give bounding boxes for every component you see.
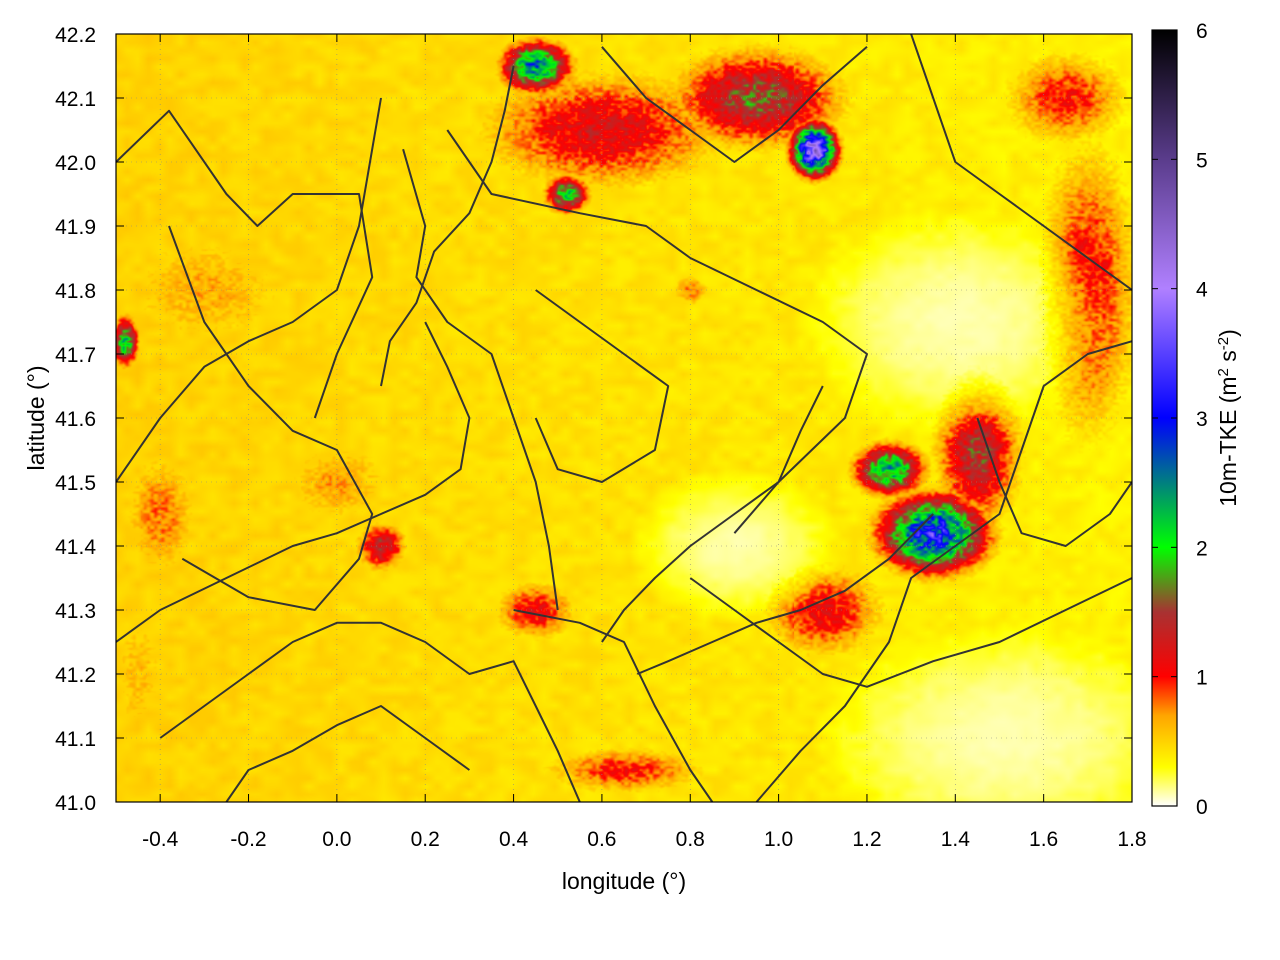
contour-line: [601, 46, 868, 163]
contour-line: [755, 340, 1132, 802]
y-tick-label: 41.2: [55, 664, 96, 687]
x-tick-label: 1.0: [764, 828, 793, 851]
colorbar-tick-label: 1: [1196, 667, 1208, 690]
x-tick-label: 1.8: [1117, 828, 1146, 851]
x-tick-label: 1.2: [852, 828, 881, 851]
contour-line: [976, 417, 1132, 547]
colorbar-label-part: ): [1215, 329, 1241, 337]
y-tick-label: 41.7: [55, 344, 96, 367]
colorbar-tick-label: 6: [1196, 20, 1208, 43]
axis-ticks: [116, 33, 1133, 803]
heatmap-field: [116, 34, 1132, 802]
x-tick-label: 0.4: [499, 828, 529, 851]
colorbar-label-part: 10m-TKE (m: [1215, 376, 1241, 506]
contour-line: [689, 577, 1132, 688]
y-tick-label: 41.4: [55, 536, 96, 559]
y-tick-label: 41.8: [55, 280, 96, 303]
colorbar-tick-label: 2: [1196, 537, 1208, 560]
contour-line: [534, 289, 670, 483]
x-axis-label: longitude (°): [562, 868, 686, 894]
colorbar-tick-label: 0: [1196, 796, 1208, 819]
x-tick-labels: -0.4 -0.2 0.0 0.2 0.4 0.6 0.8 1.0 1.2 1.4 1.6 1.8: [142, 828, 1147, 851]
x-tick-label: 0.8: [676, 828, 705, 851]
contour-line: [116, 97, 382, 483]
y-axis-label: latitude (°): [23, 365, 49, 470]
contour-line: [601, 385, 824, 643]
contour-line: [446, 129, 868, 534]
contour-line: [402, 148, 559, 611]
y-tick-label: 41.0: [55, 792, 96, 815]
x-tick-label: 1.6: [1029, 828, 1058, 851]
y-tick-label: 41.1: [55, 728, 96, 751]
x-tick-label: -0.4: [142, 828, 179, 851]
y-tick-label: 42.2: [55, 24, 96, 47]
x-tick-label: -0.2: [230, 828, 266, 851]
colorbar-tick-label: 4: [1196, 279, 1208, 302]
contour-line: [910, 34, 1132, 291]
contour-line: [116, 109, 374, 419]
tke-heatmap-image: [116, 34, 1132, 802]
colorbar-label-exponent: 2: [1215, 368, 1232, 376]
contour-line: [116, 321, 471, 643]
y-tick-label: 42.1: [55, 88, 96, 111]
x-tick-label: 0.6: [587, 828, 616, 851]
colorbar-label-part: s: [1215, 350, 1241, 368]
x-tick-label: 1.4: [941, 828, 971, 851]
colorbar-tick-label: 5: [1196, 149, 1208, 172]
y-tick-label: 41.3: [55, 600, 96, 623]
contour-line: [159, 621, 581, 802]
contour-line: [380, 65, 515, 387]
contour-line: [225, 705, 470, 802]
x-tick-label: 0.2: [411, 828, 440, 851]
colorbar-label: 10m-TKE (m2 s-2): [1215, 329, 1241, 507]
y-tick-labels: 41.0 41.1 41.2 41.3 41.4 41.5 41.6 41.7 41.8 41.9…: [55, 24, 96, 815]
contour-line: [636, 513, 934, 675]
y-tick-label: 41.9: [55, 216, 96, 239]
terrain-contours: [116, 34, 1132, 802]
colorbar-tick-labels: 0 1 2 3 4 5 6: [1196, 20, 1208, 819]
y-tick-label: 41.5: [55, 472, 96, 495]
x-tick-label: 0.0: [322, 828, 351, 851]
y-tick-label: 42.0: [55, 152, 96, 175]
colorbar-ticks: [1152, 29, 1177, 807]
colorbar-label-exponent: -2: [1215, 337, 1232, 350]
y-tick-label: 41.6: [55, 408, 96, 431]
colorbar-tick-label: 3: [1196, 408, 1208, 431]
